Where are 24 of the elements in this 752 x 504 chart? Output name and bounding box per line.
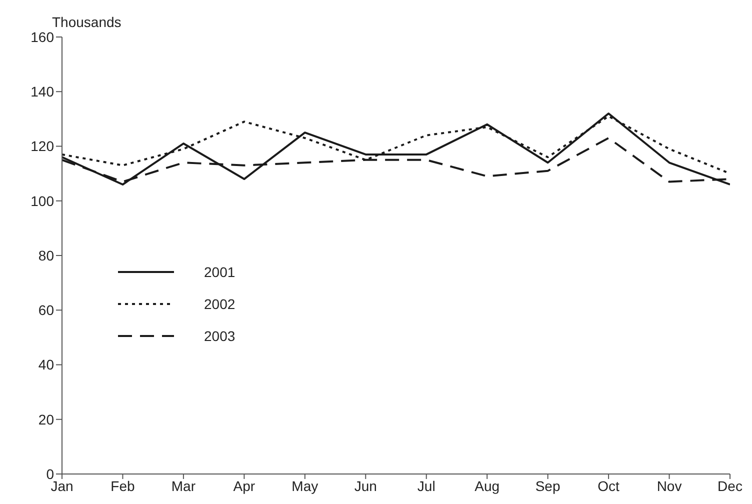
x-tick-label: Oct <box>598 478 620 494</box>
x-tick-label: Sep <box>535 478 560 494</box>
y-tick-label: 20 <box>38 411 54 428</box>
x-tick-label: Apr <box>233 478 256 494</box>
y-tick-label: 60 <box>38 302 54 318</box>
x-tick-label: Mar <box>171 478 196 494</box>
y-tick-label: 140 <box>30 84 54 100</box>
y-tick-label: 80 <box>38 247 54 264</box>
y-tick-label: 160 <box>30 28 54 45</box>
line-series <box>62 112 730 186</box>
y-tick-label: 40 <box>38 356 54 373</box>
x-tick-label: Jun <box>354 478 377 494</box>
x-tick-label: Feb <box>110 478 136 494</box>
legend-label: 2003 <box>204 328 236 344</box>
x-tick-label: Aug <box>474 478 500 494</box>
legend-label: 2001 <box>204 264 236 280</box>
x-tick-label: Dec <box>718 478 742 494</box>
legend-label: 2002 <box>204 296 236 312</box>
y-axis-title: Thousands <box>52 14 122 30</box>
x-tick-label: Jul <box>417 478 436 494</box>
x-tick-label: May <box>292 478 318 494</box>
x-tick-label: Nov <box>656 478 682 494</box>
y-tick-label: 120 <box>30 138 54 154</box>
y-tick-label: 100 <box>30 192 54 209</box>
